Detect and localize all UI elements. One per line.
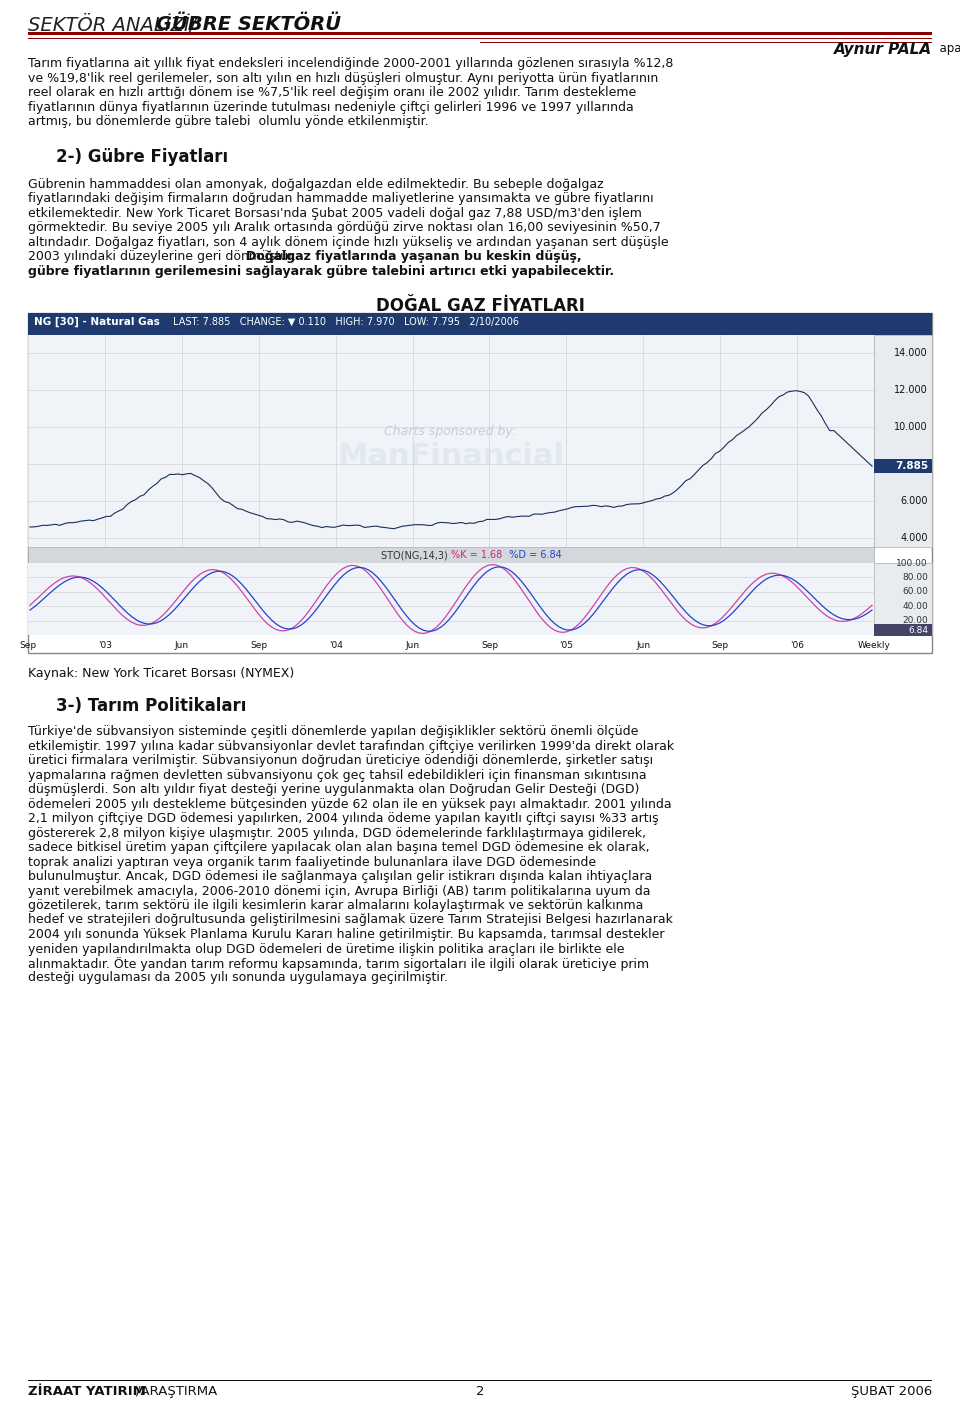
Text: 7.885: 7.885 (895, 462, 928, 472)
Text: NG [30] - Natural Gas: NG [30] - Natural Gas (34, 316, 160, 328)
Text: 100.00: 100.00 (897, 559, 928, 567)
Text: altındadır. Doğalgaz fiyatları, son 4 aylık dönem içinde hızlı yükseliş ve ardın: altındadır. Doğalgaz fiyatları, son 4 ay… (28, 235, 668, 248)
Bar (28, 314, 932, 335)
Text: artmış, bu dönemlerde gübre talebi  olumlu yönde etkilenmiştir.: artmış, bu dönemlerde gübre talebi oluml… (28, 115, 428, 128)
Text: SEKTÖR ANALİZİ/: SEKTÖR ANALİZİ/ (28, 16, 196, 36)
Text: gözetilerek, tarım sektörü ile ilgili kesimlerin karar almalarını kolaylaştırmak: gözetilerek, tarım sektörü ile ilgili ke… (28, 899, 643, 912)
Text: Tarım fiyatlarına ait yıllık fiyat endeksleri incelendiğinde 2000-2001 yıllarınd: Tarım fiyatlarına ait yıllık fiyat endek… (28, 57, 673, 70)
Text: 2-) Gübre Fiyatları: 2-) Gübre Fiyatları (56, 148, 228, 165)
Text: 4.000: 4.000 (900, 533, 928, 543)
Text: '05: '05 (560, 641, 573, 650)
Text: alınmaktadır. Öte yandan tarım reformu kapsamında, tarım sigortaları ile ilgili : alınmaktadır. Öte yandan tarım reformu k… (28, 958, 649, 970)
Text: 14.000: 14.000 (895, 349, 928, 359)
Text: üretici firmalara verilmiştir. Sübvansiyonun doğrudan üreticiye ödendiği dönemle: üretici firmalara verilmiştir. Sübvansiy… (28, 754, 653, 767)
Text: GÜBRE SEKTÖRÜ: GÜBRE SEKTÖRÜ (156, 16, 341, 34)
Text: DOĞAL GAZ FİYATLARI: DOĞAL GAZ FİYATLARI (375, 296, 585, 315)
Text: Türkiye'de sübvansiyon sisteminde çeşitli dönemlerde yapılan değişiklikler sektö: Türkiye'de sübvansiyon sisteminde çeşitl… (28, 725, 638, 738)
Text: yanıt verebilmek amacıyla, 2006-2010 dönemi için, Avrupa Birliği (AB) tarım poli: yanıt verebilmek amacıyla, 2006-2010 dön… (28, 885, 651, 898)
Text: etkilemiştir. 1997 yılına kadar sübvansiyonlar devlet tarafından çiftçiye verili: etkilemiştir. 1997 yılına kadar sübvansi… (28, 740, 674, 752)
Text: ödemeleri 2005 yılı destekleme bütçesinden yüzde 62 olan ile en yüksek payı alma: ödemeleri 2005 yılı destekleme bütçesind… (28, 798, 672, 811)
Text: Weekly: Weekly (857, 641, 891, 650)
Text: %D = 6.84: %D = 6.84 (503, 550, 562, 560)
Text: 20.00: 20.00 (902, 616, 928, 626)
Text: 6.000: 6.000 (900, 496, 928, 506)
Text: Gübrenin hammaddesi olan amonyak, doğalgazdan elde edilmektedir. Bu sebeple doğa: Gübrenin hammaddesi olan amonyak, doğalg… (28, 178, 604, 191)
Text: STO(NG,14,3): STO(NG,14,3) (381, 550, 451, 560)
Text: 40.00: 40.00 (902, 601, 928, 611)
Bar (28, 31, 932, 36)
Text: Doğalgaz fiyatlarında yaşanan bu keskin düşüş,: Doğalgaz fiyatlarında yaşanan bu keskin … (247, 249, 582, 264)
Text: Charts sponsored by:: Charts sponsored by: (385, 425, 517, 437)
Text: 2: 2 (476, 1385, 484, 1398)
Text: Kaynak: New York Ticaret Borsası (NYMEX): Kaynak: New York Ticaret Borsası (NYMEX) (28, 667, 295, 680)
Text: düşmüşlerdi. Son altı yıldır fiyat desteği yerine uygulanmakta olan Doğrudan Gel: düşmüşlerdi. Son altı yıldır fiyat deste… (28, 782, 639, 797)
Text: '06: '06 (790, 641, 804, 650)
Text: gübre fiyatlarının gerilemesini sağlayarak gübre talebini artırıcı etki yapabile: gübre fiyatlarının gerilemesini sağlayar… (28, 265, 614, 278)
Text: hedef ve stratejileri doğrultusunda geliştirilmesini sağlamak üzere Tarım Strate: hedef ve stratejileri doğrultusunda geli… (28, 913, 673, 926)
Bar (874, 624, 932, 636)
Text: Jun: Jun (636, 641, 650, 650)
Text: apala@ziraatyatirim.com.tr: apala@ziraatyatirim.com.tr (932, 41, 960, 56)
Text: toprak analizi yaptıran veya organik tarım faaliyetinde bulunanlara ilave DGD öd: toprak analizi yaptıran veya organik tar… (28, 855, 596, 868)
Bar (28, 563, 874, 636)
Text: ManFinancial: ManFinancial (338, 442, 564, 470)
Text: Jun: Jun (405, 641, 420, 650)
Text: reel olarak en hızlı arttığı dönem ise %7,5'lik reel değişim oranı ile 2002 yılı: reel olarak en hızlı arttığı dönem ise %… (28, 86, 636, 98)
Bar (28, 314, 932, 653)
Text: ŞUBAT 2006: ŞUBAT 2006 (851, 1385, 932, 1398)
Text: 2004 yılı sonunda Yüksek Planlama Kurulu Kararı haline getirilmiştir. Bu kapsamd: 2004 yılı sonunda Yüksek Planlama Kurulu… (28, 928, 664, 941)
Text: etkilemektedir. New York Ticaret Borsası'nda Şubat 2005 vadeli doğal gaz 7,88 US: etkilemektedir. New York Ticaret Borsası… (28, 207, 642, 219)
Text: 10.000: 10.000 (895, 422, 928, 432)
Text: 3-) Tarım Politikaları: 3-) Tarım Politikaları (56, 697, 247, 715)
Text: desteği uygulaması da 2005 yılı sonunda uygulamaya geçirilmiştir.: desteği uygulaması da 2005 yılı sonunda … (28, 972, 448, 985)
Text: ve %19,8'lik reel gerilemeler, son altı yılın en hızlı düşüşleri olmuştur. Aynı : ve %19,8'lik reel gerilemeler, son altı … (28, 71, 659, 84)
Text: görmektedir. Bu seviye 2005 yılı Aralık ortasında gördüğü zirve noktası olan 16,: görmektedir. Bu seviye 2005 yılı Aralık … (28, 221, 660, 234)
Text: Sep: Sep (19, 641, 36, 650)
Text: göstererek 2,8 milyon kişiye ulaşmıştır. 2005 yılında, DGD ödemelerinde farklıla: göstererek 2,8 milyon kişiye ulaşmıştır.… (28, 826, 646, 839)
Text: 60.00: 60.00 (902, 587, 928, 596)
Text: yeniden yapılandırılmakta olup DGD ödemeleri de üretime ilişkin politika araçlar: yeniden yapılandırılmakta olup DGD ödeme… (28, 942, 625, 956)
Text: 2,1 milyon çiftçiye DGD ödemesi yapılırken, 2004 yılında ödeme yapılan kayıtlı ç: 2,1 milyon çiftçiye DGD ödemesi yapılırk… (28, 812, 659, 825)
Text: sadece bitkisel üretim yapan çiftçilere yapılacak olan alan başına temel DGD öde: sadece bitkisel üretim yapan çiftçilere … (28, 841, 650, 854)
Text: yapmalarına rağmen devletten sübvansiyonu çok geç tahsil edebildikleri için fina: yapmalarına rağmen devletten sübvansiyon… (28, 768, 647, 781)
Bar (28, 335, 874, 547)
Text: 2003 yılındaki düzeylerine geri dönmüştür.: 2003 yılındaki düzeylerine geri dönmüştü… (28, 249, 300, 264)
Text: '03: '03 (98, 641, 112, 650)
Text: '04: '04 (328, 641, 343, 650)
Text: Aynur PALA: Aynur PALA (834, 41, 932, 57)
Text: Sep: Sep (251, 641, 267, 650)
Text: Sep: Sep (711, 641, 729, 650)
Text: 8.000: 8.000 (900, 459, 928, 469)
Bar (874, 459, 932, 473)
Text: /ARAŞTIRMA: /ARAŞTIRMA (136, 1385, 217, 1398)
Text: 80.00: 80.00 (902, 573, 928, 581)
Text: %K = 1.68: %K = 1.68 (451, 550, 502, 560)
Text: Jun: Jun (175, 641, 189, 650)
Text: fiyatlarındaki değişim firmaların doğrudan hammadde maliyetlerine yansımakta ve : fiyatlarındaki değişim firmaların doğrud… (28, 192, 654, 205)
Text: Sep: Sep (481, 641, 498, 650)
Bar (28, 547, 874, 563)
Bar (874, 335, 932, 547)
Text: 6.84: 6.84 (908, 626, 928, 634)
Text: fiyatlarının dünya fiyatlarının üzerinde tutulması nedeniyle çiftçi gelirleri 19: fiyatlarının dünya fiyatlarının üzerinde… (28, 101, 634, 114)
Text: 12.000: 12.000 (895, 385, 928, 395)
Text: ZİRAAT YATIRIM: ZİRAAT YATIRIM (28, 1385, 146, 1398)
Text: bulunulmuştur. Ancak, DGD ödemesi ile sağlanmaya çalışılan gelir istikrarı dışın: bulunulmuştur. Ancak, DGD ödemesi ile sa… (28, 871, 652, 884)
Text: LAST: 7.885   CHANGE: ▼ 0.110   HIGH: 7.970   LOW: 7.795   2/10/2006: LAST: 7.885 CHANGE: ▼ 0.110 HIGH: 7.970 … (173, 316, 519, 326)
Bar (874, 563, 932, 636)
